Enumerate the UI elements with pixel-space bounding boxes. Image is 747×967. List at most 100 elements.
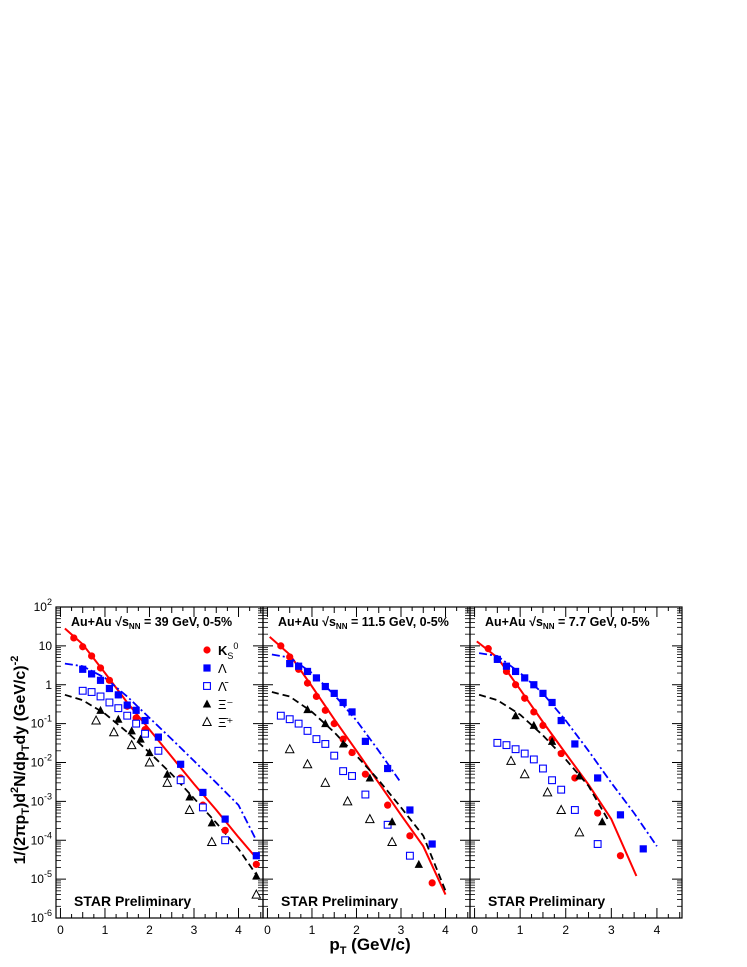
data-point <box>361 770 369 778</box>
data-point <box>303 679 312 687</box>
legend-marker <box>203 664 211 672</box>
data-point <box>126 739 137 750</box>
data-point <box>502 741 511 750</box>
data-point <box>70 634 78 642</box>
y-tick-label: 10-5 <box>31 869 52 886</box>
data-point <box>511 711 520 720</box>
data-point <box>406 832 414 840</box>
data-point <box>530 681 538 689</box>
data-point <box>557 749 565 758</box>
data-point <box>557 716 565 725</box>
watermark: STAR Preliminary <box>281 893 398 909</box>
data-point <box>571 740 579 748</box>
data-point <box>123 711 132 720</box>
data-point <box>199 788 207 797</box>
data-point <box>285 715 294 724</box>
data-point <box>428 879 436 887</box>
x-tick-label: 3 <box>191 923 198 937</box>
data-point <box>321 706 329 714</box>
y-axis-label: 1/(2πpT)d2N/dpTdy (GeV/c)-2 <box>9 656 32 865</box>
data-point <box>484 645 492 653</box>
data-point <box>547 736 557 745</box>
data-point <box>348 708 356 716</box>
data-point <box>163 769 172 778</box>
data-point <box>87 688 96 696</box>
x-tick-label: 4 <box>442 923 449 937</box>
data-point <box>252 871 261 880</box>
data-point <box>575 771 584 780</box>
data-point <box>571 774 579 782</box>
data-point <box>320 777 331 787</box>
data-point <box>141 729 149 738</box>
data-point <box>123 701 131 709</box>
data-point <box>251 889 262 899</box>
data-point <box>330 689 338 697</box>
data-point <box>114 714 123 723</box>
data-point <box>154 733 162 741</box>
watermark: STAR Preliminary <box>488 893 605 909</box>
data-point <box>321 740 330 748</box>
data-point <box>277 642 285 650</box>
data-point <box>342 795 353 806</box>
x-axis-label: pT (GeV/c) <box>329 935 410 957</box>
x-tick-label: 0 <box>471 923 478 937</box>
data-point <box>221 826 229 834</box>
data-point <box>330 751 339 760</box>
x-tick-label: 4 <box>235 923 242 937</box>
legend-label: Λ̄ <box>218 679 229 694</box>
data-point <box>361 737 369 745</box>
x-tick-label: 3 <box>608 923 615 937</box>
data-point <box>428 840 436 848</box>
data-point <box>539 721 547 730</box>
data-point <box>493 738 502 747</box>
legend-marker <box>203 646 211 654</box>
data-point <box>185 792 194 801</box>
data-point <box>312 674 321 682</box>
data-point <box>511 681 520 689</box>
y-tick-label: 102 <box>34 597 52 614</box>
data-point <box>184 804 195 814</box>
data-point <box>387 817 397 826</box>
data-point <box>276 711 285 720</box>
data-point <box>207 818 217 827</box>
data-point <box>114 704 123 713</box>
x-tick-label: 0 <box>264 923 271 937</box>
data-point <box>520 749 529 758</box>
data-point <box>127 726 136 735</box>
data-point <box>330 720 338 728</box>
y-tick-label: 10-6 <box>31 908 52 925</box>
data-point <box>511 745 520 754</box>
data-point <box>511 667 520 676</box>
x-tick-label: 2 <box>146 923 153 937</box>
legend-marker <box>202 699 212 708</box>
data-point <box>338 739 348 748</box>
data-point <box>570 806 579 814</box>
legend-item: Ξ⁻ <box>202 697 233 712</box>
data-point <box>303 726 312 735</box>
data-point <box>91 714 102 725</box>
data-point <box>348 772 356 780</box>
data-point <box>521 694 529 702</box>
data-point <box>145 748 154 757</box>
data-point <box>361 790 370 799</box>
data-point <box>294 719 303 728</box>
data-point <box>493 655 501 663</box>
data-point <box>556 804 567 814</box>
data-point <box>594 774 602 782</box>
y-tick-label: 10-3 <box>31 791 52 808</box>
legend-label: Λ <box>218 661 227 676</box>
data-point <box>141 716 149 725</box>
data-point <box>548 698 556 707</box>
data-point <box>252 860 260 868</box>
data-point <box>221 815 229 823</box>
data-point <box>348 748 356 757</box>
data-point <box>539 689 547 697</box>
data-point <box>79 665 87 673</box>
data-point <box>105 684 114 693</box>
data-point <box>339 767 348 776</box>
data-point <box>321 719 330 728</box>
legend-item: Λ̄ <box>203 679 229 694</box>
data-point <box>221 836 230 845</box>
data-point <box>414 859 424 868</box>
data-point <box>384 764 392 773</box>
